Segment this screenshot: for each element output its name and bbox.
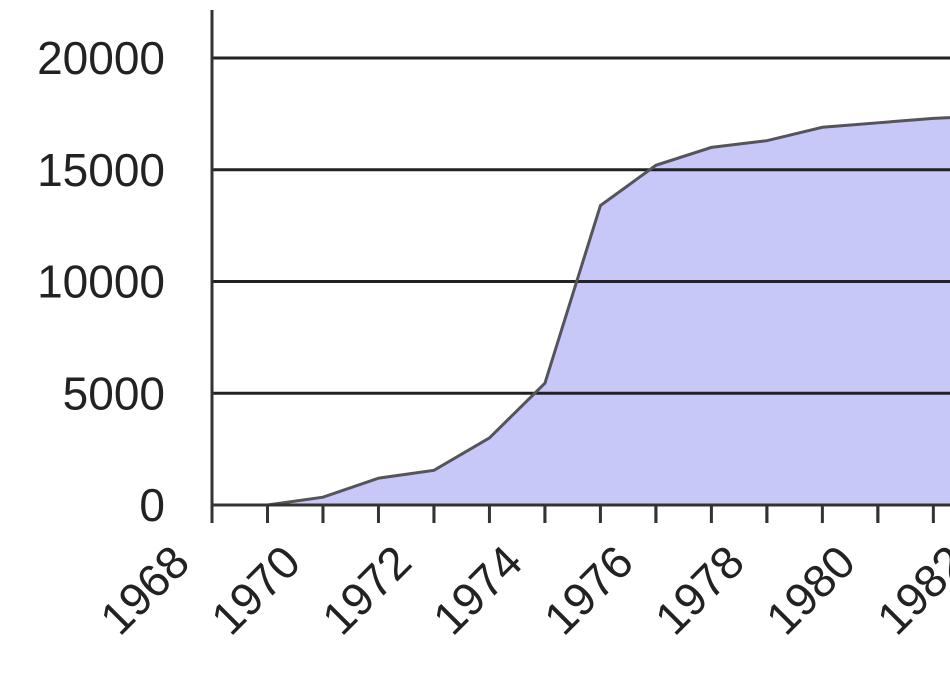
- y-tick-label: 5000: [63, 367, 165, 419]
- y-tick-label: 20000: [37, 32, 165, 84]
- x-tick-label: 1972: [312, 535, 421, 644]
- area: [267, 116, 950, 505]
- x-tick-label: 1970: [201, 535, 310, 644]
- y-tick-label: 15000: [37, 144, 165, 196]
- x-tick-label: 1968: [90, 535, 199, 644]
- x-tick-label: 1976: [534, 535, 643, 644]
- x-tick-label: 1982: [867, 535, 950, 644]
- y-tick-label: 0: [139, 479, 165, 531]
- x-tick-label: 1974: [423, 535, 532, 644]
- chart: 0 5000 10000 15000 20000 19681970197219741976…: [0, 0, 950, 677]
- x-tick-label: 1980: [756, 535, 865, 644]
- x-tick-label: 1978: [645, 535, 754, 644]
- plot-area: [194, 58, 950, 505]
- y-tick-label: 10000: [37, 256, 165, 308]
